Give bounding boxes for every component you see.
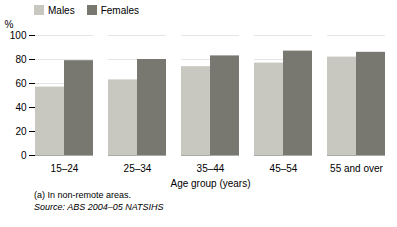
svg-text:100: 100 bbox=[10, 30, 27, 41]
svg-text:15–24: 15–24 bbox=[51, 163, 79, 174]
html-text:Source: ABS 2004–05 NATSIHS: Source: ABS 2004–05 NATSIHS bbox=[34, 202, 164, 212]
svg-text:80: 80 bbox=[15, 54, 27, 65]
svg-text:0: 0 bbox=[21, 150, 27, 161]
svg-text:25–34: 25–34 bbox=[124, 163, 152, 174]
svg-text:Age group (years): Age group (years) bbox=[170, 178, 250, 189]
html-text:Females: Females bbox=[100, 4, 139, 16]
html-text:(a) In non-remote areas.: (a) In non-remote areas. bbox=[34, 190, 131, 200]
svg-text:60: 60 bbox=[15, 78, 27, 89]
svg-text:%: % bbox=[5, 19, 14, 30]
svg-text:55 and over: 55 and over bbox=[330, 163, 383, 174]
svg-text:20: 20 bbox=[15, 126, 27, 137]
svg-text:40: 40 bbox=[15, 102, 27, 113]
html-text:Males: Males bbox=[48, 4, 75, 16]
svg-text:45–54: 45–54 bbox=[270, 163, 298, 174]
svg-text:35–44: 35–44 bbox=[197, 163, 225, 174]
